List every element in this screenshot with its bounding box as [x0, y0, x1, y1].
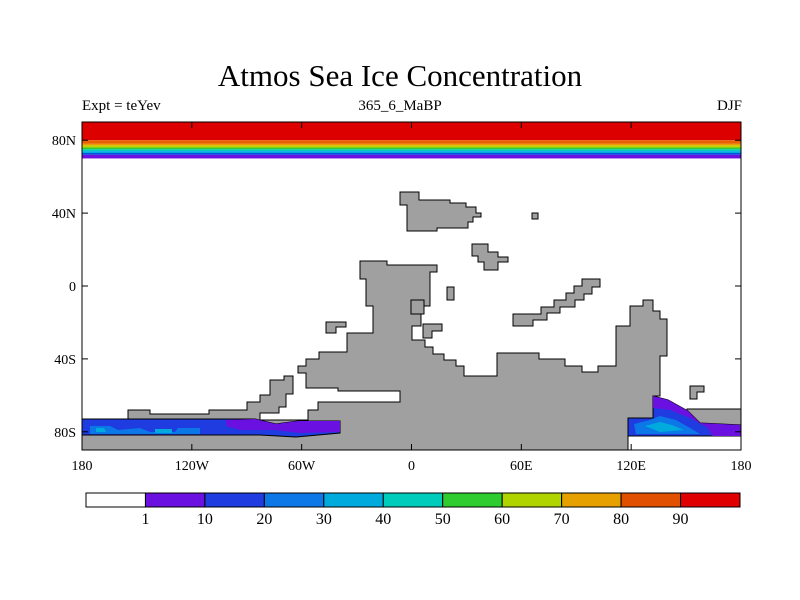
- south-ice-east-cyan: [645, 422, 684, 432]
- colorbar-label: 50: [435, 511, 451, 528]
- colorbar-swatch: [263, 492, 325, 508]
- north-ice-band: [82, 154, 741, 159]
- land-island-c: [446, 286, 455, 301]
- colorbar-label: 80: [613, 511, 629, 528]
- north-ice-band: [82, 149, 741, 152]
- north-ice-band: [82, 140, 741, 144]
- colorbar-label: 70: [554, 511, 570, 528]
- land-island-f: [689, 385, 705, 400]
- north-ice-band: [82, 152, 741, 155]
- north-ice-band: [82, 143, 741, 146]
- colorbar-label: 40: [375, 511, 391, 528]
- time-label: 365_6_MaBP: [358, 98, 442, 114]
- colorbar-swatch: [620, 492, 682, 508]
- lon-tick-label: 60E: [510, 459, 533, 474]
- colorbar-label: 20: [256, 511, 272, 528]
- land-asia-arc: [512, 278, 601, 327]
- lon-tick-label: 60W: [288, 459, 316, 474]
- colorbar-swatch: [442, 492, 503, 508]
- colorbar-swatch: [501, 492, 563, 508]
- colorbar-swatch: [561, 492, 622, 508]
- south-ice-west-light: [90, 426, 200, 434]
- lat-tick-label: 40N: [52, 207, 76, 222]
- season-label: DJF: [716, 98, 742, 114]
- north-sea-ice: [82, 122, 741, 159]
- south-ice-east-violet: [653, 396, 741, 436]
- lon-tick-label: 180: [72, 459, 93, 474]
- plot-title: Atmos Sea Ice Concentration: [217, 58, 583, 93]
- lat-tick-label: 80N: [52, 134, 76, 149]
- experiment-label: Expt = teYev: [82, 98, 161, 114]
- colorbar-label: 1: [141, 511, 149, 528]
- lon-tick-label: 0: [408, 459, 415, 474]
- north-ice-band: [82, 151, 741, 153]
- colorbar-swatch: [144, 492, 206, 508]
- lon-tick-label: 120W: [175, 459, 210, 474]
- colorbar-label: 30: [316, 511, 332, 528]
- lat-tick-label: 40S: [54, 353, 76, 368]
- colorbar-label: 90: [673, 511, 689, 528]
- south-sea-ice: [81, 395, 742, 438]
- colorbar-label: 10: [197, 511, 213, 528]
- north-ice-band: [82, 147, 741, 150]
- land-island-e: [422, 323, 443, 339]
- lon-tick-label: 120E: [616, 459, 646, 474]
- land-island-a: [471, 243, 509, 271]
- longitude-axis: 180 120W 60W 0 60E 120E 180: [72, 122, 752, 474]
- colorbar-swatch: [323, 492, 384, 508]
- land-island-b: [410, 299, 425, 315]
- lat-tick-label: 0: [69, 280, 76, 295]
- south-ice-west-violet: [226, 419, 340, 433]
- land-island-d: [325, 321, 347, 334]
- lat-tick-label: 80S: [54, 426, 76, 441]
- colorbar-swatch: [680, 492, 741, 508]
- latitude-axis: 80N 40N 0 40S 80S: [52, 134, 741, 441]
- colorbar: 1 10 20 30 40 50 60 70 80 90: [85, 492, 741, 528]
- land-europe-asia: [399, 191, 482, 232]
- land-small-island-ne: [531, 212, 539, 220]
- lon-tick-label: 180: [731, 459, 752, 474]
- colorbar-swatch: [204, 492, 265, 508]
- south-ice-west-cyan: [96, 428, 172, 433]
- colorbar-label: 60: [494, 511, 510, 528]
- colorbar-swatch: [382, 492, 444, 508]
- colorbar-swatch: [85, 492, 146, 508]
- north-ice-band: [82, 122, 741, 141]
- north-ice-band: [82, 145, 741, 148]
